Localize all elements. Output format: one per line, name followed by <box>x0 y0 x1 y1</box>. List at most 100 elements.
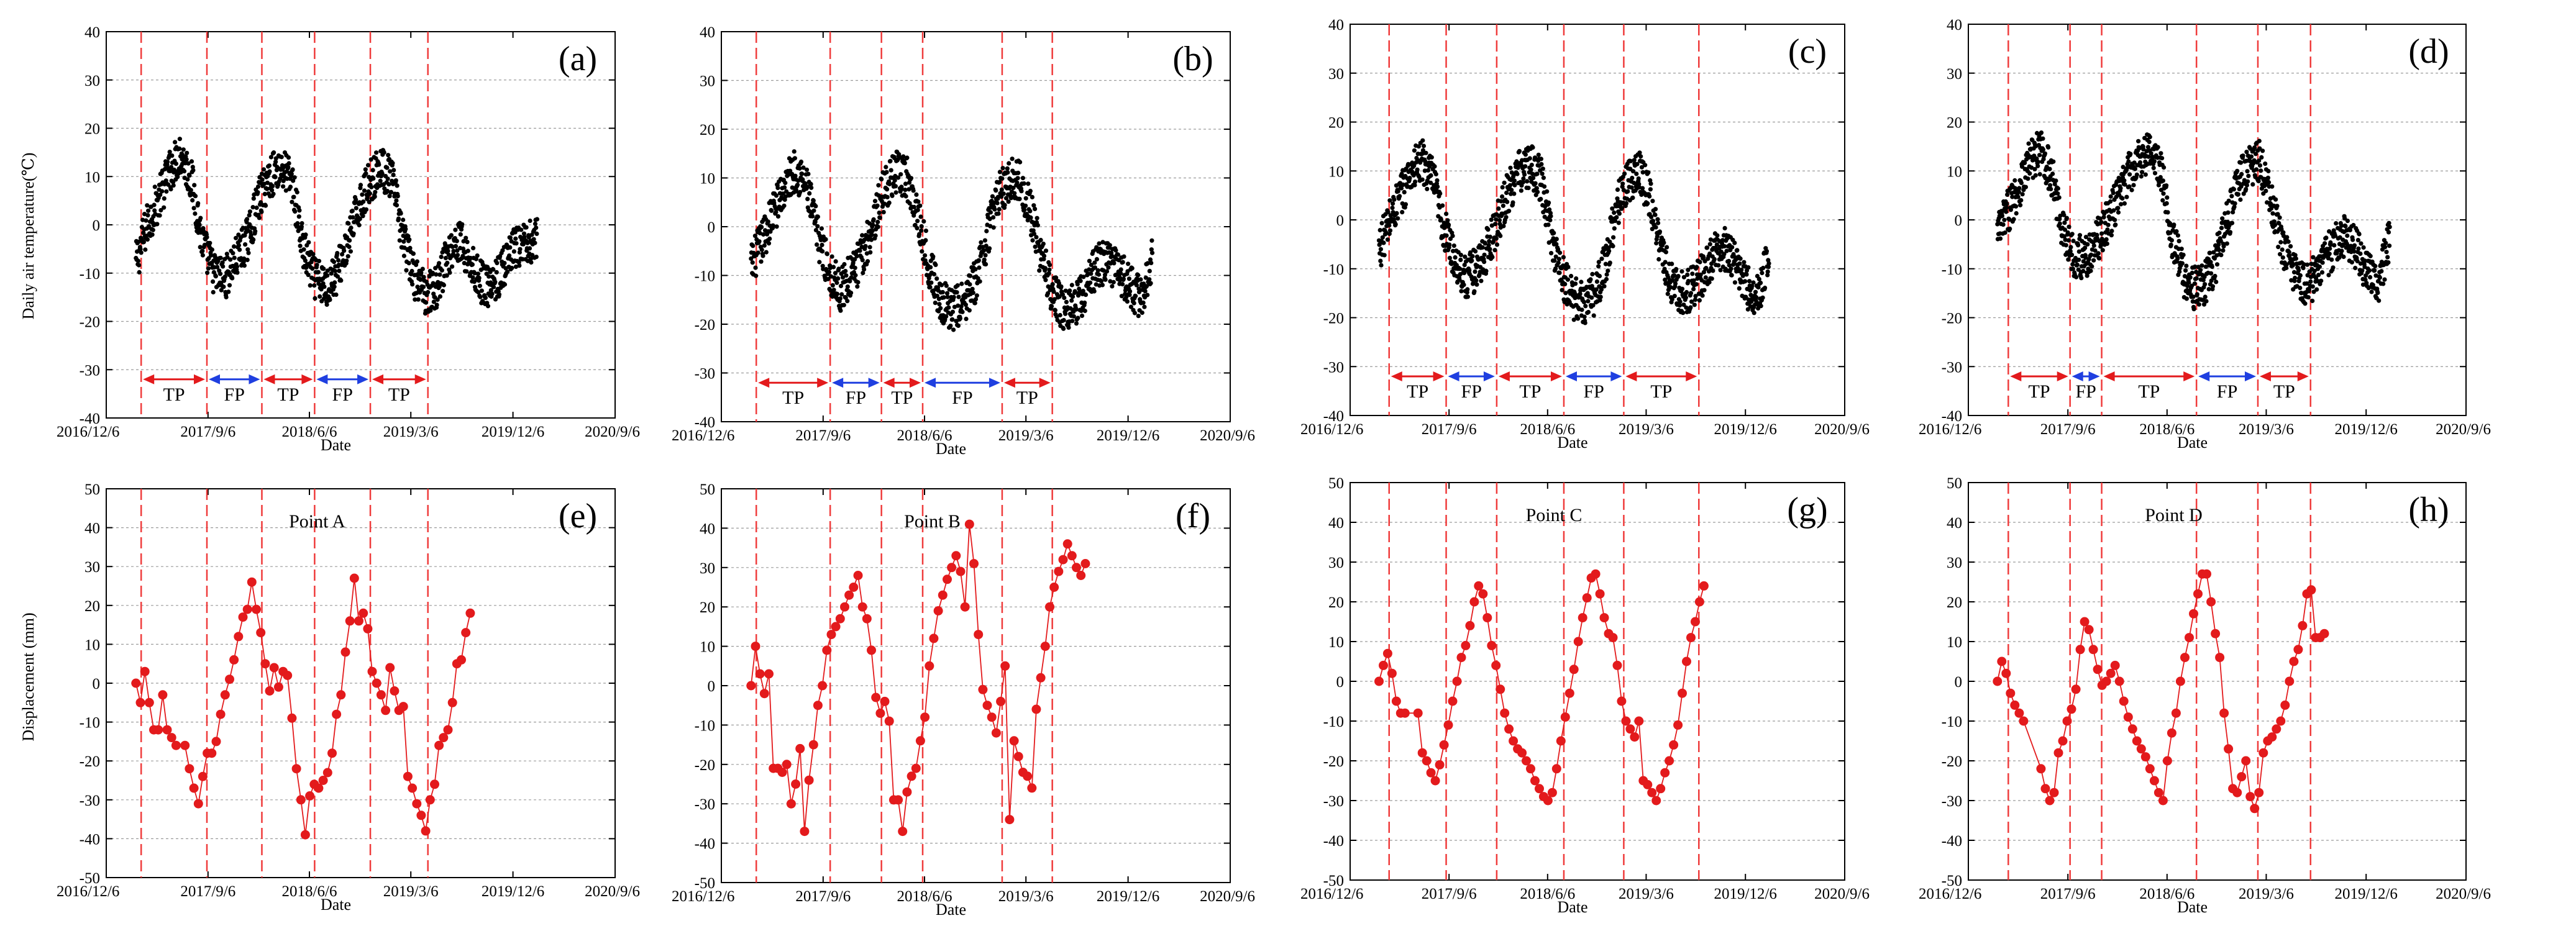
temperature-point <box>1756 285 1761 290</box>
x-tick-label: 2020/9/6 <box>2436 421 2491 438</box>
temperature-point <box>1653 207 1658 212</box>
temperature-point <box>490 291 495 296</box>
temperature-point <box>2032 166 2037 171</box>
displacement-point <box>947 563 957 573</box>
temperature-point <box>1754 295 1759 300</box>
x-tick-label: 2019/12/6 <box>1097 888 1159 905</box>
temperature-point <box>2118 186 2123 191</box>
temperature-point <box>1088 280 1093 285</box>
temperature-point <box>1121 276 1126 281</box>
temperature-point <box>464 269 469 274</box>
displacement-point <box>853 571 863 580</box>
temperature-point <box>477 283 483 288</box>
temperature-point <box>1092 260 1097 265</box>
temperature-point <box>1111 279 1116 284</box>
temperature-point <box>1500 203 1505 208</box>
temperature-point <box>1525 179 1530 184</box>
temperature-point <box>408 245 413 250</box>
temperature-point <box>2298 273 2303 278</box>
temperature-point <box>1716 263 1721 268</box>
temperature-point <box>401 253 407 258</box>
panel-label: (b) <box>1172 40 1213 78</box>
temperature-point <box>1394 211 1399 216</box>
period-label: FP <box>2075 381 2096 402</box>
temperature-point <box>421 284 426 289</box>
temperature-point <box>2309 261 2314 266</box>
temperature-point <box>395 183 400 188</box>
displacement-point <box>1036 673 1046 683</box>
temperature-points <box>1376 138 1771 325</box>
temperature-point <box>2360 268 2365 273</box>
temperature-point <box>1571 317 1576 322</box>
temperature-point <box>1497 222 1502 227</box>
temperature-point <box>1554 242 1559 247</box>
temperature-point <box>2319 278 2324 283</box>
temperature-point <box>1599 287 1604 292</box>
temperature-point <box>1732 240 1737 245</box>
temperature-point <box>1465 287 1470 292</box>
temperature-point <box>1435 184 1440 189</box>
displacement-point <box>960 602 970 612</box>
temperature-point <box>749 256 754 261</box>
displacement-point <box>1005 815 1015 825</box>
temperature-point <box>950 317 955 322</box>
displacement-point <box>162 725 172 735</box>
temperature-point <box>1995 222 2000 227</box>
temperature-point <box>1391 201 1395 206</box>
temperature-point <box>805 185 810 190</box>
temperature-point <box>381 150 386 155</box>
y-tick-label: -40 <box>80 411 100 427</box>
temperature-point <box>1538 196 1543 202</box>
temperature-points <box>134 137 540 316</box>
displacement-point <box>929 633 939 643</box>
temperature-point <box>1007 161 1012 166</box>
temperature-point <box>1549 251 1554 256</box>
fp-arrow: FP <box>832 378 880 408</box>
temperature-point <box>760 253 765 258</box>
temperature-point <box>2226 198 2231 203</box>
temperature-point <box>782 203 787 208</box>
temperature-point <box>764 250 769 255</box>
temperature-point <box>1547 207 1552 212</box>
temperature-point <box>1744 272 1749 277</box>
temperature-point <box>2214 279 2219 284</box>
temperature-point <box>2079 276 2084 281</box>
temperature-point <box>991 215 996 220</box>
temperature-point <box>2195 292 2199 297</box>
temperature-point <box>974 293 979 298</box>
temperature-point <box>227 283 232 288</box>
temperature-point <box>267 169 272 174</box>
temperature-point <box>1462 263 1467 268</box>
temperature-point <box>1092 289 1097 294</box>
temperature-point <box>2257 138 2262 143</box>
temperature-point <box>295 221 300 226</box>
temperature-point <box>2244 187 2249 192</box>
temperature-point <box>1063 311 1068 316</box>
plot-frame <box>1350 482 1845 881</box>
temperature-point <box>2040 136 2045 141</box>
displacement-point <box>140 666 150 676</box>
temperature-point <box>867 221 872 226</box>
temperature-point <box>1753 289 1758 294</box>
temperature-point <box>1047 263 1053 268</box>
temperature-point <box>804 167 810 172</box>
temperature-point <box>1655 234 1660 239</box>
temperature-point <box>770 223 775 228</box>
temperature-point <box>1379 220 1384 225</box>
temperature-point <box>1447 242 1452 247</box>
temperature-point <box>181 169 187 174</box>
y-tick-label: -40 <box>80 831 100 848</box>
temperature-point <box>2384 250 2389 255</box>
temperature-point <box>299 224 304 229</box>
temperature-point <box>1092 265 1097 270</box>
temperature-point <box>1697 298 1702 303</box>
temperature-point <box>1649 214 1654 219</box>
temperature-point <box>1650 199 1655 204</box>
temperature-point <box>2214 262 2220 267</box>
temperature-point <box>2362 258 2368 263</box>
temperature-point <box>1999 214 2004 219</box>
x-tick-label: 2017/9/6 <box>795 427 851 444</box>
temperature-point <box>1399 186 1404 191</box>
point-label: Point A <box>289 511 345 532</box>
temperature-point <box>324 302 329 307</box>
